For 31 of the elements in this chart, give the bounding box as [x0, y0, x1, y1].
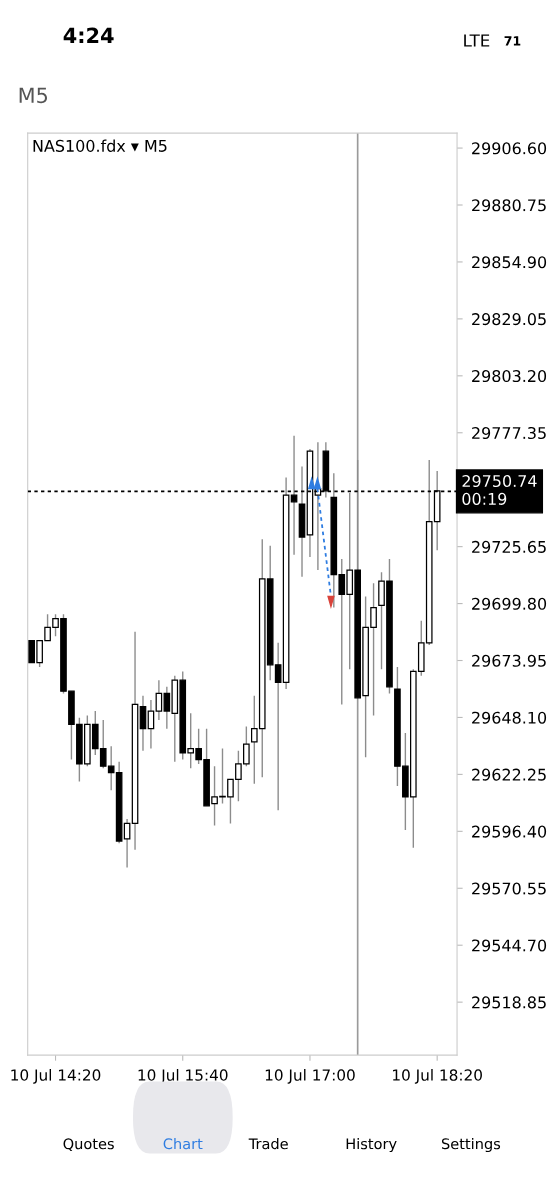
text: 4:24 [63, 27, 114, 43]
y-tick-label: 29544.70 [472, 939, 547, 952]
text: Quotes [63, 1138, 114, 1151]
y-tick-label: 29622.25 [472, 768, 546, 781]
y-tick-label: 29803.20 [472, 370, 547, 383]
text: LTE [464, 34, 490, 47]
text: M5 [19, 87, 48, 104]
candlestick [147, 699, 155, 750]
y-tick-label: 29880.75 [472, 199, 546, 212]
text: Settings [441, 1137, 501, 1153]
chart-title: NAS100.fdx ▾ M5 [33, 139, 167, 152]
x-tick-label: 10 Jul 17:00 [265, 1069, 355, 1084]
y-tick-label: 29648.10 [472, 711, 547, 724]
y-tick-label: 29596.40 [472, 825, 547, 838]
y-tick-label: 29906.60 [472, 142, 547, 155]
text: 71 [504, 36, 521, 46]
x-tick-label: 10 Jul 18:20 [393, 1069, 482, 1084]
y-tick-label: 29699.80 [472, 597, 547, 610]
y-tick-label: 29673.95 [472, 654, 546, 667]
y-tick-label: 29854.90 [472, 256, 547, 269]
y-tick-label: 29570.55 [472, 882, 546, 895]
y-tick-label: 29829.05 [472, 313, 546, 326]
candlestick [139, 694, 147, 752]
y-tick-label: 29725.65 [472, 540, 546, 553]
x-tick-label: 10 Jul 14:20 [11, 1069, 101, 1084]
y-tick-label: 29777.35 [472, 426, 546, 440]
ref-line-label: 29750.74 00:19 [462, 474, 537, 505]
y-tick-label: 29518.85 [472, 996, 546, 1009]
text: History [346, 1137, 397, 1153]
text: Chart [163, 1137, 203, 1150]
text: Trade [248, 1137, 288, 1150]
